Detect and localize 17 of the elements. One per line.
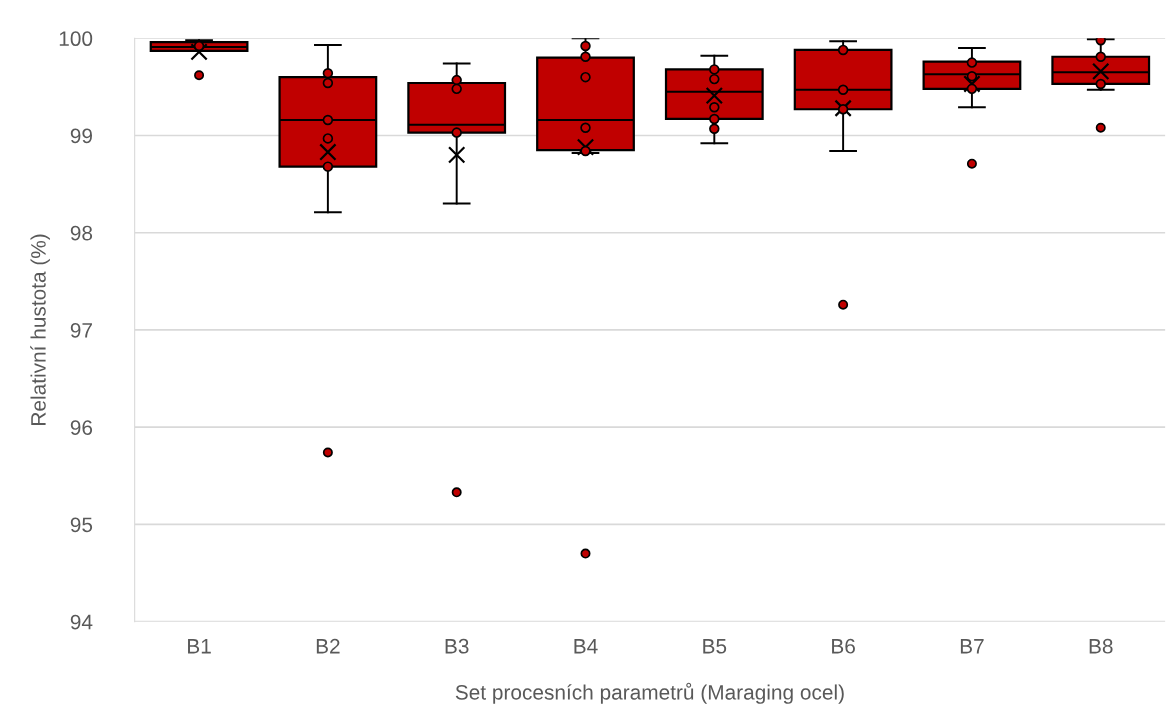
y-tick-label: 100 [59, 31, 93, 47]
x-tick-label: B1 [188, 639, 211, 654]
x-tick-label: B6 [832, 638, 855, 654]
x-tick-label: B8 [1089, 638, 1113, 654]
y-axis-title: Relativní hustota (%) [30, 234, 50, 425]
y-tick-label: 99 [70, 128, 93, 144]
x-tick-label: B4 [574, 639, 598, 654]
y-tick-label: 96 [70, 420, 93, 435]
x-tick-label: B2 [316, 638, 340, 654]
x-tick-label: B7 [960, 639, 984, 654]
y-tick-label: 94 [70, 614, 93, 630]
x-axis-title: Set procesních parametrů (Maraging ocel) [455, 682, 844, 704]
x-tick-label: B5 [703, 639, 727, 654]
y-tick-label: 95 [70, 517, 93, 533]
y-tick-label: 97 [70, 322, 92, 338]
y-tick-label: 98 [70, 225, 93, 241]
x-tick-label: B3 [445, 638, 469, 654]
